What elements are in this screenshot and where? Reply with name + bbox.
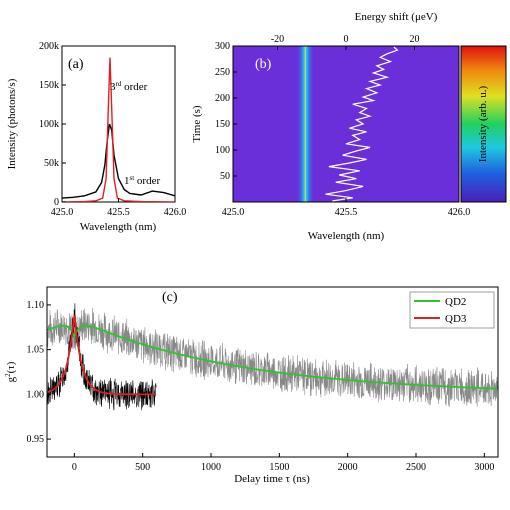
panel-b-ytick-label: 100 [215,145,230,156]
panel-b-xlabel: Wavelength (nm) [308,230,385,242]
panel-a: 425.0 425.5 426.0 0 50k 100k 150k 200k (a) 3rd … [6,41,186,233]
panel-b-xtick-label: 426.0 [448,207,471,218]
panel-a-annotation-red: 3rd order [110,80,148,93]
heatmap-peak-band [297,46,314,202]
panel-a-xtick-label: 425.0 [51,207,74,218]
panel-c: 0 500 1000 1500 2000 2500 3000 0.95 1.00 1.05 1.10… [4,286,499,485]
panel-a-series [62,57,175,202]
panel-a-xtick-label: 426.0 [164,207,187,218]
panel-a-ytick-label: 150k [39,80,59,91]
panel-c-xtick-label: 2000 [338,462,358,473]
panel-c-frame [46,286,499,458]
panel-b-top-xlabel: Energy shift (μeV) [355,11,438,23]
qd3-fit [47,315,157,396]
panel-b-ytick-label: 250 [215,67,230,78]
panel-c-xlabel: Delay time τ (ns) [234,473,310,485]
panel-a-xlabel: Wavelength (nm) [80,221,157,233]
panel-b-ylabel: Time (s) [191,105,203,143]
legend-label-qd2: QD2 [445,296,466,308]
panel-a-ytick-label: 200k [39,41,59,52]
panel-c-xtick-label: 0 [72,462,77,473]
panel-a-annotation-black: 1st order [124,174,160,187]
legend: QD2 QD3 [409,291,495,329]
panel-c-ytick-label: 1.00 [27,389,45,400]
panel-c-label: (c) [162,290,178,305]
panel-b: Intensity (arb. u.) 425.0 425.5 426.0 50 100… [191,11,507,242]
panel-b-top-tick-label: 20 [409,34,419,45]
panel-b-ticks: 425.0 425.5 426.0 50 100 150 200 250 300 -20 0 20 [215,34,470,218]
panel-b-ytick-label: 150 [215,119,230,130]
panel-a-ytick-label: 0 [54,197,59,208]
panel-a-series-line-1 [62,57,175,202]
panel-b-ytick-label: 300 [215,41,230,52]
panel-a-ytick-label: 50k [44,158,59,169]
panel-a-ticks: 425.0 425.5 426.0 0 50k 100k 150k 200k [39,41,186,218]
colorbar [460,45,507,203]
colorbar-label: Intensity (arb. u.) [477,85,489,162]
panel-c-series [47,303,498,411]
panel-a-label: (a) [68,57,84,72]
qd2-data [47,308,498,407]
panel-c-ytick-label: 1.05 [27,345,45,356]
energy-shift-trace [325,46,399,202]
panel-c-ylabel: g2(τ) [4,361,17,382]
panel-c-xtick-label: 500 [135,462,150,473]
panel-c-xtick-label: 1500 [269,462,289,473]
legend-label-qd3: QD3 [445,313,467,325]
panel-a-xtick-label: 425.5 [107,207,130,218]
panel-a-series-line-0 [62,123,175,199]
panel-b-xtick-label: 425.5 [335,207,358,218]
legend-box [409,291,495,329]
panel-b-ytick-label: 50 [220,171,230,182]
panel-b-top-tick-label: 0 [344,34,349,45]
panel-c-xtick-label: 1000 [201,462,221,473]
panel-c-ticks: 0 500 1000 1500 2000 2500 3000 0.95 1.00 1.05 1.10 [27,300,495,473]
panel-b-label: (b) [255,57,272,72]
panel-b-xtick-label: 425.0 [222,207,245,218]
panel-a-ylabel: Intensity (photons/s) [6,78,18,169]
panel-c-ytick-label: 1.10 [27,300,45,311]
qd2-fit [47,324,498,390]
panel-b-ytick-label: 200 [215,93,230,104]
panel-a-ytick-label: 100k [39,119,59,130]
panel-c-xtick-label: 2500 [406,462,426,473]
panel-b-top-tick-label: -20 [271,34,284,45]
panel-c-ytick-label: 0.95 [27,434,45,445]
qd3-data [47,303,157,411]
panel-c-xtick-label: 3000 [474,462,494,473]
